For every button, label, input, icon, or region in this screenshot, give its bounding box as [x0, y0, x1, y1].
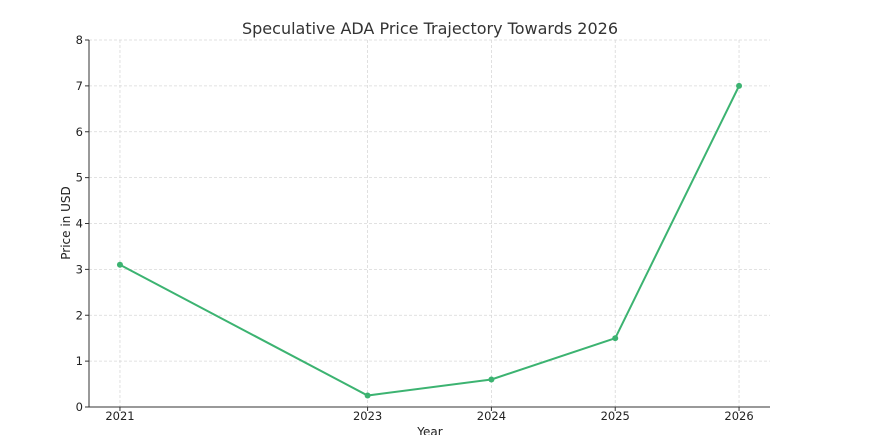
- x-tick-label: 2023: [353, 409, 382, 423]
- series-layer: [116, 82, 743, 399]
- x-tick-label: 2024: [477, 409, 506, 423]
- axes-spines: [85, 39, 770, 411]
- y-tick-label: 7: [76, 79, 83, 93]
- y-tick-label: 0: [76, 400, 83, 414]
- data-point: [488, 376, 495, 383]
- data-point: [364, 392, 371, 399]
- x-axis-label: Year: [416, 425, 442, 435]
- data-point: [116, 261, 123, 268]
- tick-labels: 0 1 2 3 4 5 6 7 8 2021 2023 2024 2025 2026: [76, 33, 754, 423]
- y-tick-label: 3: [76, 262, 83, 276]
- y-tick-label: 6: [76, 125, 83, 139]
- grid-layer: [89, 39, 770, 408]
- y-tick-label: 2: [76, 308, 83, 322]
- x-tick-label: 2021: [105, 409, 134, 423]
- x-tick-label: 2025: [601, 409, 630, 423]
- y-tick-label: 5: [76, 171, 83, 185]
- y-axis-label: Price in USD: [59, 186, 73, 259]
- chart-title: Speculative ADA Price Trajectory Towards…: [242, 19, 618, 38]
- y-tick-label: 8: [76, 33, 83, 47]
- y-tick-label: 1: [76, 354, 83, 368]
- data-point: [612, 335, 619, 342]
- y-tick-label: 4: [76, 217, 83, 231]
- data-point: [736, 82, 743, 89]
- series-line: [119, 85, 740, 397]
- x-tick-label: 2026: [724, 409, 753, 423]
